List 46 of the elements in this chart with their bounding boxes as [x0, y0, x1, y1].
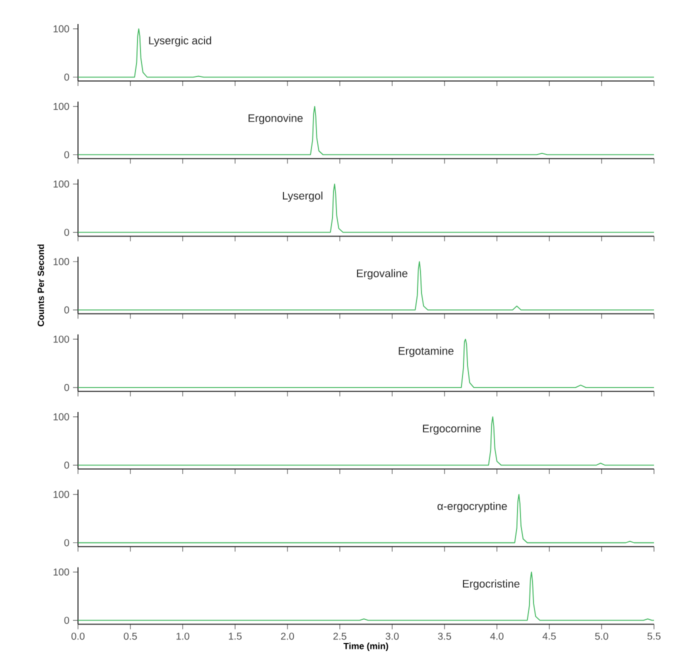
y-tick-label: 100: [54, 258, 70, 266]
x-tick-label: 1.5: [228, 632, 242, 640]
annotation: α-ergocryptine: [438, 502, 507, 512]
y-tick-label: 100: [54, 180, 70, 188]
line-series: [78, 338, 654, 388]
line-series: [78, 28, 654, 78]
x-axis-title: Time (min): [344, 642, 388, 651]
line-series: [78, 494, 654, 544]
annotation: Ergonovine: [248, 114, 303, 124]
annotation: Lysergol: [282, 192, 322, 202]
line-series: [78, 416, 654, 466]
y-tick-label: 0: [64, 462, 70, 469]
y-tick-label: 100: [54, 102, 70, 110]
line-series: [78, 106, 654, 156]
y-tick-label: 100: [54, 413, 70, 420]
y-axis-title: Counts Per Second: [37, 244, 44, 326]
y-tick-label: 0: [64, 616, 70, 624]
y-tick-label: 0: [64, 74, 70, 81]
annotation: Ergotamine: [398, 346, 454, 357]
annotation: Ergocristine: [462, 580, 520, 590]
y-tick-label: 0: [64, 151, 70, 158]
y-tick-label: 0: [64, 539, 70, 546]
y-tick-label: 100: [54, 568, 70, 576]
x-tick-label: 5.5: [647, 632, 661, 640]
y-tick-label: 100: [54, 25, 70, 32]
x-tick-label: 3.0: [386, 632, 399, 640]
line-series: [78, 184, 654, 233]
x-tick-label: 0.0: [71, 632, 85, 640]
x-tick-label: 4.5: [542, 632, 556, 640]
line-series: [78, 261, 654, 310]
y-tick-label: 0: [64, 306, 70, 314]
x-tick-label: 5.0: [595, 632, 608, 640]
x-tick-label: 3.5: [438, 632, 452, 640]
x-tick-label: 4.0: [490, 632, 504, 640]
y-tick-label: 100: [54, 490, 70, 498]
annotation: Ergovaline: [357, 269, 408, 280]
x-tick-label: 1.0: [176, 632, 190, 640]
x-tick-label: 0.5: [124, 632, 137, 640]
annotation: Ergocornine: [423, 424, 481, 435]
x-tick-label: 2.5: [333, 632, 346, 640]
y-tick-label: 0: [64, 228, 70, 236]
y-tick-label: 0: [64, 384, 70, 392]
x-tick-label: 2.0: [281, 632, 294, 640]
annotation: Lysergic acid: [149, 36, 212, 47]
y-tick-label: 100: [54, 336, 70, 343]
line-series: [78, 572, 654, 621]
